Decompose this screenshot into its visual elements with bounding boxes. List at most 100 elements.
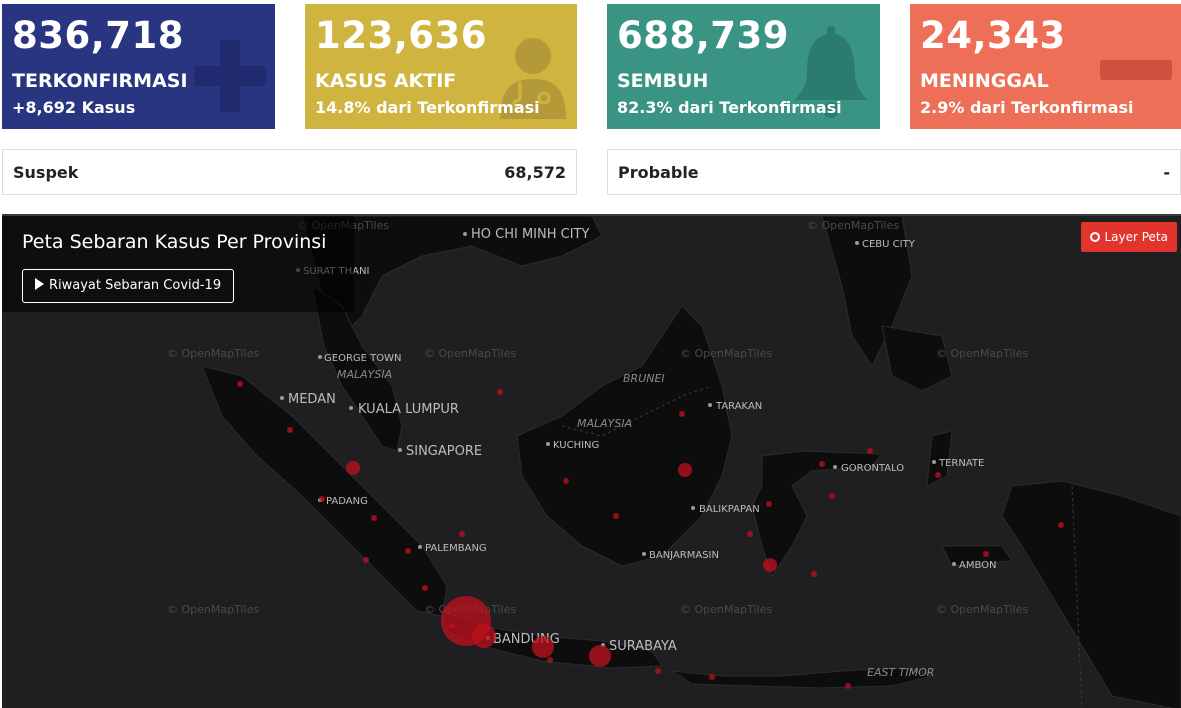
confirmed-count: 836,718 [12, 14, 185, 57]
country-label-east-timor: EAST TIMOR [867, 666, 934, 679]
plus-icon [194, 40, 266, 112]
marker-papua-barat [1058, 522, 1064, 528]
city-kuala-lumpur: KUALA LUMPUR [358, 402, 459, 417]
layer-button-label: Layer Peta [1104, 230, 1168, 244]
probable-value: - [1163, 163, 1170, 182]
case-markers [237, 381, 1064, 689]
marker-bangka-belitung [459, 531, 465, 537]
suspect-stat: Suspek 68,572 [2, 149, 577, 195]
city-padang: PADANG [326, 496, 368, 507]
city-labels: HO CHI MINH CITY SURAT THANI CEBU CITY G… [280, 227, 997, 654]
city-kuching: KUCHING [553, 440, 599, 451]
marker-sulawesi-tenggara [747, 531, 753, 537]
marker-banten [449, 623, 455, 629]
marker-gorontalo [819, 461, 825, 467]
attribution-4: © OpenMapTiles [936, 347, 1028, 360]
history-button-label: Riwayat Sebaran Covid-19 [49, 278, 222, 293]
marker-kalimantan-utara [679, 411, 685, 417]
marker-kalimantan-barat [563, 478, 569, 484]
marker-bali [655, 668, 661, 674]
bell-icon [795, 26, 867, 118]
card-confirmed: 836,718 TERKONFIRMASI +8,692 Kasus [2, 4, 275, 129]
marker-sumatera-selatan [405, 548, 411, 554]
marker-sulawesi-tengah [829, 493, 835, 499]
suspect-label: Suspek [13, 163, 79, 182]
history-button[interactable]: Riwayat Sebaran Covid-19 [22, 269, 235, 303]
city-banjarmasin: BANJARMASIN [649, 550, 719, 561]
doctor-icon [500, 38, 566, 119]
marker-aceh [237, 381, 243, 387]
city-cebu: CEBU CITY [862, 239, 916, 250]
summary-cards: 836,718 TERKONFIRMASI +8,692 Kasus 123,6… [0, 0, 1181, 135]
recovered-count: 688,739 [617, 14, 790, 57]
active-sub: 14.8% dari Terkonfirmasi [315, 98, 540, 117]
city-ternate: TERNATE [938, 458, 984, 469]
minus-icon [1100, 60, 1172, 80]
marker-maluku-utara [935, 472, 941, 478]
attribution-7: © OpenMapTiles [680, 603, 772, 616]
city-singapore: SINGAPORE [406, 444, 482, 459]
marker-kepulauan-riau [497, 389, 503, 395]
city-medan: MEDAN [288, 392, 336, 407]
marker-sulawesi-selatan [763, 558, 777, 572]
land-papua [1001, 480, 1181, 708]
marker-jawa-barat [472, 624, 496, 648]
card-recovered: 688,739 SEMBUH 82.3% dari Terkonfirmasi [607, 4, 880, 129]
marker-sulawesi-utara [867, 448, 873, 454]
card-active: 123,636 KASUS AKTIF 14.8% dari Terkonfir… [305, 4, 577, 129]
land-maluku [926, 430, 1013, 567]
marker-riau [346, 461, 360, 475]
country-label-brunei: BRUNEI [623, 372, 665, 385]
recovered-sub: 82.3% dari Terkonfirmasi [617, 98, 842, 117]
marker-maluku [983, 551, 989, 557]
attribution-8: © OpenMapTiles [936, 603, 1028, 616]
layers-icon [1090, 232, 1101, 242]
marker-jawa-tengah [532, 636, 554, 658]
play-icon [35, 278, 44, 290]
map-title: Peta Sebaran Kasus Per Provinsi [22, 231, 327, 253]
probable-stat: Probable - [607, 149, 1181, 195]
map-canvas[interactable]: © OpenMapTiles © OpenMapTiles © OpenMapT… [2, 216, 1181, 708]
confirmed-sub: +8,692 Kasus [12, 98, 136, 117]
land-malay-peninsula [311, 284, 403, 452]
marker-sumatera-barat [319, 496, 325, 502]
case-map[interactable]: © OpenMapTiles © OpenMapTiles © OpenMapT… [2, 214, 1181, 708]
marker-sulawesi-selatan-2 [811, 571, 817, 577]
marker-jambi [371, 515, 377, 521]
country-label-malaysia-east: MALAYSIA [577, 417, 632, 430]
marker-kalimantan-timur [678, 463, 692, 477]
city-surabaya: SURABAYA [609, 639, 677, 654]
active-label: KASUS AKTIF [315, 70, 457, 92]
deaths-count: 24,343 [920, 14, 1066, 57]
marker-sulawesi-barat [766, 501, 772, 507]
land-sulawesi [751, 450, 884, 578]
land-nusa-tenggara [671, 667, 934, 689]
city-balikpapan: BALIKPAPAN [699, 504, 760, 515]
probable-label: Probable [618, 163, 699, 182]
country-label-malaysia-west: MALAYSIA [337, 368, 392, 381]
land-borneo [516, 305, 733, 567]
card-deaths: 24,343 MENINGGAL 2.9% dari Terkonfirmasi [910, 4, 1181, 129]
city-gorontalo: GORONTALO [841, 463, 904, 474]
map-info-panel: Peta Sebaran Kasus Per Provinsi Riwayat … [2, 216, 354, 312]
attribution-2: © OpenMapTiles [424, 347, 516, 360]
active-count: 123,636 [315, 14, 488, 57]
border-papua [1071, 485, 1083, 708]
marker-jawa-timur [589, 645, 611, 667]
city-george-town: GEORGE TOWN [324, 353, 401, 364]
marker-kalimantan-tengah [613, 513, 619, 519]
marker-ntt [845, 683, 851, 689]
marker-diy [547, 657, 553, 663]
city-tarakan: TARAKAN [715, 401, 762, 412]
border-borneo [561, 385, 713, 437]
attribution-5: © OpenMapTiles [167, 603, 259, 616]
attribution-1: © OpenMapTiles [167, 347, 259, 360]
city-ambon: AMBON [959, 560, 997, 571]
suspect-value: 68,572 [504, 163, 566, 182]
attribution-10: © OpenMapTiles [807, 219, 899, 232]
layer-button[interactable]: Layer Peta [1081, 222, 1177, 252]
city-ho-chi-minh: HO CHI MINH CITY [471, 227, 589, 242]
map-attributions: © OpenMapTiles © OpenMapTiles © OpenMapT… [167, 219, 1028, 616]
land-mindanao [881, 325, 953, 392]
recovered-label: SEMBUH [617, 70, 709, 92]
